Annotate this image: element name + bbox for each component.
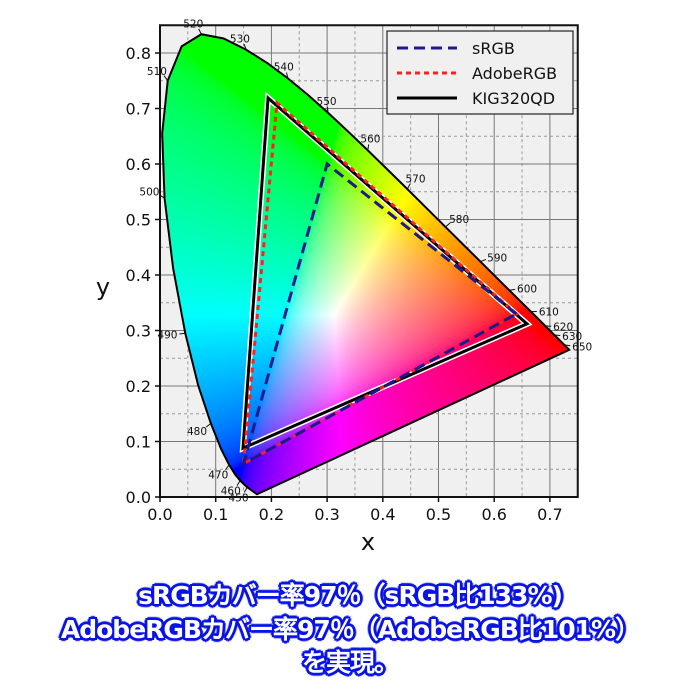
y-tick-label: 0.5 <box>126 211 151 230</box>
gamut-triangle-adobergb <box>241 99 520 467</box>
legend-label-srgb: sRGB <box>472 39 515 58</box>
wavelength-label-540: 540 <box>274 62 294 74</box>
wavelength-label-580: 580 <box>449 214 469 226</box>
y-tick-label: 0.7 <box>126 100 151 119</box>
wavelength-label-590: 590 <box>487 252 507 264</box>
wavelength-tick <box>243 43 247 50</box>
plot-frame <box>159 24 579 498</box>
x-tick-label: 0.6 <box>481 505 506 524</box>
wavelength-label-600: 600 <box>517 284 537 296</box>
x-tick-label: 0.5 <box>426 505 451 524</box>
wavelength-label-610: 610 <box>539 306 559 318</box>
wavelength-tick <box>236 480 241 486</box>
gamut-triangle-kig320qd <box>241 94 530 451</box>
gamut-halo-kig320qd <box>239 91 533 453</box>
wavelength-tick <box>445 222 451 228</box>
wavelength-label-470: 470 <box>208 469 228 481</box>
x-tick-label: 0.4 <box>370 505 395 524</box>
legend-label-kig320qd: KIG320QD <box>472 89 555 108</box>
wavelength-label-650: 650 <box>572 342 592 354</box>
wavelength-tick <box>205 422 212 428</box>
wavelength-tick <box>564 344 571 347</box>
wavelength-label-460: 460 <box>221 486 241 498</box>
y-tick-label: 0.1 <box>126 433 151 452</box>
wavelength-tick <box>406 183 411 190</box>
y-tick-label: 0.0 <box>126 488 151 507</box>
wavelength-label-530: 530 <box>230 33 250 45</box>
wavelength-label-570: 570 <box>405 173 425 185</box>
wavelength-label-510: 510 <box>147 66 167 78</box>
wavelength-label-490: 490 <box>157 330 177 342</box>
x-tick-label: 0.1 <box>203 505 228 524</box>
y-tick-label: 0.8 <box>126 44 151 63</box>
legend-label-adobergb: AdobeRGB <box>472 64 557 83</box>
wavelength-tick <box>367 144 370 151</box>
gamut-triangle-srgb <box>241 161 520 467</box>
x-tick-label: 0.2 <box>259 505 284 524</box>
x-tick-label: 0.0 <box>147 505 172 524</box>
y-tick-label: 0.4 <box>126 266 151 285</box>
y-tick-label: 0.3 <box>126 322 151 341</box>
wavelength-label-630: 630 <box>562 331 582 343</box>
wavelength-label-450: 450 <box>228 493 248 505</box>
wavelength-label-480: 480 <box>187 426 207 438</box>
caption-line-3: を実現。 <box>301 648 399 677</box>
wavelength-tick <box>225 464 230 471</box>
caption-line-1: sRGBカバー率97％（sRGB比133%) <box>138 581 563 610</box>
caption-line-2: AdobeRGBカバー率97％（AdobeRGB比101%） <box>60 615 640 644</box>
wavelength-tick <box>179 332 186 335</box>
wavelength-label-560: 560 <box>360 134 380 146</box>
wavelength-label-550: 550 <box>317 96 337 108</box>
y-axis-label: y <box>96 273 110 301</box>
wavelength-tick <box>163 75 169 81</box>
wavelength-label-520: 520 <box>183 19 203 31</box>
wavelength-tick <box>509 288 516 291</box>
wavelength-tick <box>554 334 561 337</box>
wavelength-tick <box>159 194 165 199</box>
wavelength-tick <box>198 28 202 35</box>
x-tick-label: 0.3 <box>314 505 339 524</box>
x-tick-label: 0.7 <box>537 505 562 524</box>
wavelength-tick <box>243 486 248 493</box>
legend: sRGB AdobeRGB KIG320QD <box>386 30 574 115</box>
wavelength-tick <box>480 258 487 263</box>
y-tick-label: 0.6 <box>126 155 151 174</box>
wavelength-tick <box>286 72 289 79</box>
x-axis-label: x <box>361 528 375 556</box>
wavelength-label-620: 620 <box>553 322 573 334</box>
y-tick-label: 0.2 <box>126 377 151 396</box>
wavelength-label-500: 500 <box>139 187 159 199</box>
